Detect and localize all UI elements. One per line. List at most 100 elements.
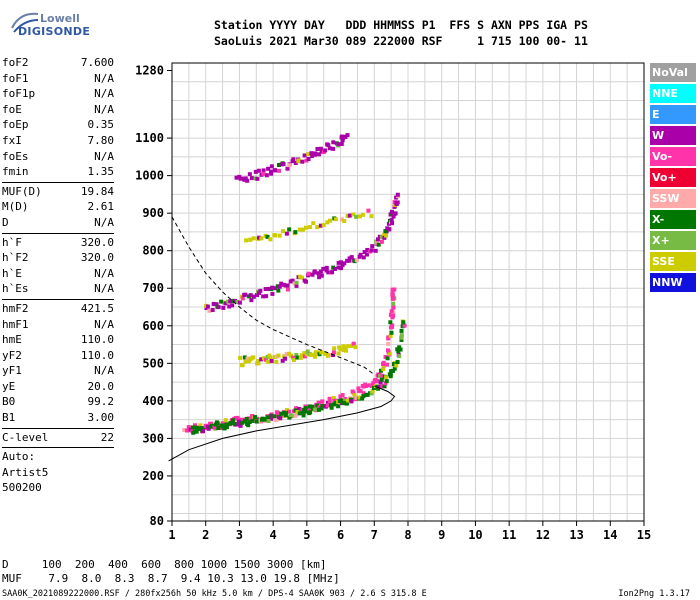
trace-point: [388, 371, 393, 376]
trace-point: [362, 250, 367, 255]
trace-point: [257, 235, 262, 240]
trace-point: [316, 152, 321, 157]
trace-point: [268, 169, 273, 174]
trace-point: [185, 428, 190, 433]
trace-point: [316, 271, 321, 276]
trace-point: [319, 273, 324, 278]
trace-point: [265, 234, 270, 239]
trace-point: [287, 227, 292, 232]
trace-point: [237, 300, 242, 305]
trace-point: [324, 265, 329, 270]
trace-point: [331, 140, 336, 145]
trace-point: [223, 301, 228, 306]
trace-point: [236, 419, 241, 424]
trace-point: [343, 348, 348, 353]
trace-point: [353, 345, 358, 350]
header-row-1: Station YYYY DAY DDD HHMMSS P1 FFS S AXN…: [214, 18, 588, 32]
trace-point: [299, 353, 304, 358]
trace-point: [386, 341, 391, 346]
param-value: 19.84: [80, 184, 114, 198]
trace-point: [336, 142, 341, 147]
trace-point: [264, 173, 269, 178]
trace-point: [294, 353, 299, 358]
trace-point: [216, 305, 221, 310]
param-name: yF2: [2, 348, 22, 362]
param-name: D: [2, 215, 9, 229]
separator: [2, 298, 114, 300]
trace-point: [395, 360, 400, 365]
trace-point: [307, 406, 312, 411]
trace-point: [266, 419, 271, 424]
param-value: 421.5: [80, 301, 114, 315]
trace-point: [333, 217, 338, 222]
trace-point: [311, 221, 316, 226]
trace-point: [319, 406, 324, 411]
legend-item: X-: [650, 210, 696, 229]
trace-point: [381, 367, 386, 372]
trace-point: [386, 335, 391, 340]
param-row: B1 3.00: [2, 410, 114, 426]
trace-point: [265, 359, 270, 364]
y-tick-label: 1000: [135, 169, 164, 183]
trace-point: [343, 134, 348, 139]
trace-point: [392, 366, 397, 371]
trace-point: [397, 354, 402, 359]
trace-point: [354, 258, 359, 263]
param-name: foF2: [2, 56, 29, 69]
trace-point: [274, 359, 279, 364]
trace-point: [313, 151, 318, 156]
x-tick-label: 6: [337, 528, 344, 542]
y-tick-label: 500: [142, 356, 164, 370]
x-tick-label: 7: [371, 528, 378, 542]
trace-point: [302, 351, 307, 356]
auto-label: Auto:: [2, 450, 36, 464]
trace-point: [285, 283, 290, 288]
trace-point: [336, 404, 341, 409]
trace-point: [370, 388, 375, 393]
trace-point: [190, 425, 195, 430]
trace-point: [231, 421, 236, 426]
trace-point: [216, 426, 221, 431]
separator: [2, 181, 114, 183]
param-value: N/A: [94, 266, 114, 280]
trace-point: [280, 229, 285, 234]
trace-point: [243, 359, 248, 364]
trace-point: [352, 393, 357, 398]
x-tick-label: 3: [236, 528, 243, 542]
trace-point: [351, 390, 356, 395]
trace-point: [285, 287, 290, 292]
trace-point: [248, 293, 253, 298]
trace-point: [304, 352, 309, 357]
trace-point: [327, 399, 332, 404]
trace-point: [351, 212, 356, 217]
param-name: h`F: [2, 235, 22, 249]
trace-point: [249, 176, 254, 181]
param-row: yF1 N/A: [2, 363, 114, 379]
trace-point: [326, 270, 331, 275]
trace-point: [386, 221, 391, 226]
params-group-frequencies: foF2 7.600 foF1 N/A foF1p N/A foE N/A foEp 0.35 fx…: [2, 55, 114, 180]
trace-point: [300, 411, 305, 416]
trace-point: [293, 230, 298, 235]
x-tick-label: 4: [270, 528, 277, 542]
profile-dashed-line: [171, 216, 375, 376]
legend-item: Vo-: [650, 147, 696, 166]
trace-point: [273, 233, 278, 238]
param-value: 22: [100, 430, 114, 444]
x-tick-label: 13: [569, 528, 583, 542]
trace-point: [239, 363, 244, 368]
trace-point: [360, 212, 365, 217]
trace-point: [354, 214, 359, 219]
trace-point: [198, 423, 203, 428]
trace-point: [239, 176, 244, 181]
trace-point: [200, 429, 205, 434]
trace-point: [341, 401, 346, 406]
trace-point: [251, 355, 256, 360]
param-row: hmE 110.0: [2, 332, 114, 348]
trace-point: [325, 220, 330, 225]
param-name: foEs: [2, 149, 29, 163]
trace-point: [211, 301, 216, 306]
param-value: N/A: [94, 317, 114, 331]
trace-point: [347, 256, 352, 261]
trace-point: [251, 294, 256, 299]
